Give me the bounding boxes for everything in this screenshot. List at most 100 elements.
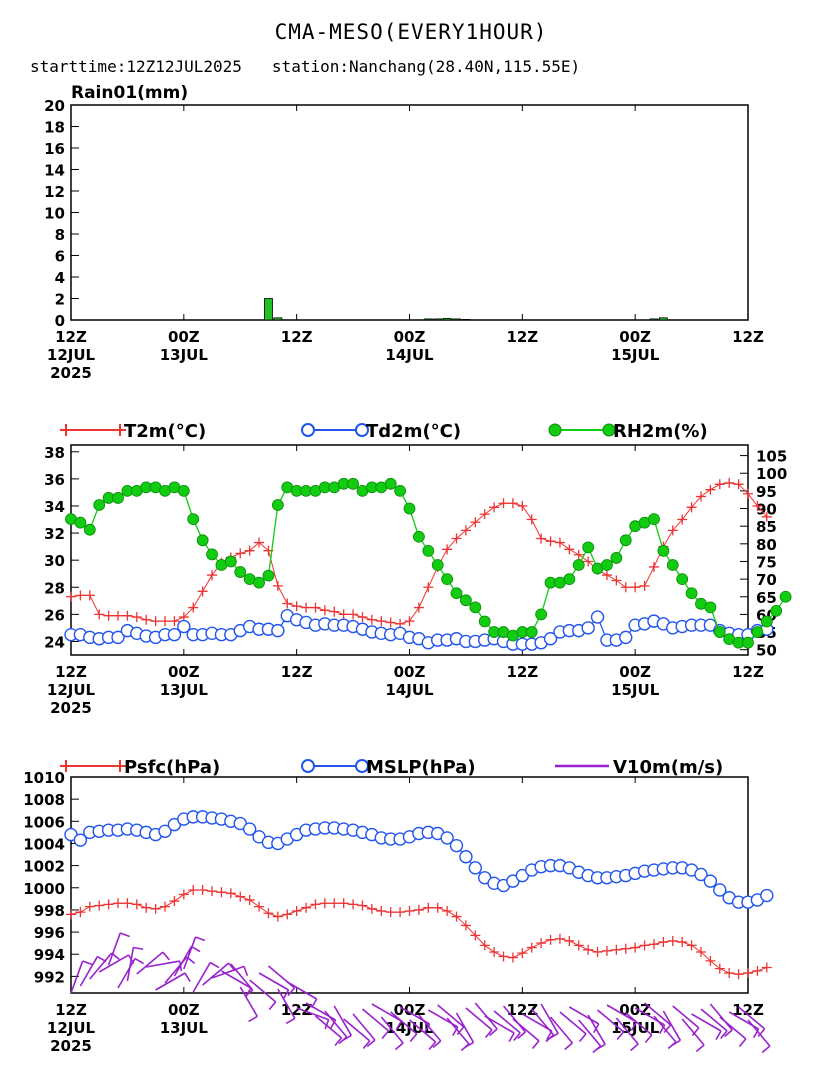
rh2m-point xyxy=(619,534,632,547)
t2m-point xyxy=(319,605,330,616)
psfc-point xyxy=(272,911,283,922)
t2m-point xyxy=(207,570,218,581)
wind-barb xyxy=(719,1016,747,1040)
temp-ytick-right-label: 105 xyxy=(756,448,787,466)
rh2m-point xyxy=(187,513,200,526)
wind-barb xyxy=(681,1018,705,1046)
temp-year-label: 2025 xyxy=(50,699,92,717)
pres-ytick-label: 998 xyxy=(34,902,65,920)
wind-barb xyxy=(352,1013,376,1041)
pres-ytick-label: 1006 xyxy=(23,813,65,831)
psfc-point xyxy=(526,942,537,953)
wind-barb xyxy=(700,1008,728,1032)
wind-barb-flag xyxy=(195,936,206,942)
wind-barb xyxy=(239,986,258,1017)
wind-barb xyxy=(249,979,277,1003)
rh2m-legend-marker xyxy=(602,423,616,437)
wind-barb-flag xyxy=(691,1027,700,1037)
temp-xtick-label: 12Z xyxy=(281,663,313,681)
wind-barb-flag xyxy=(464,1041,474,1049)
t2m-point xyxy=(188,602,199,613)
rain-date-label: 14JUL xyxy=(385,346,434,364)
temp-ytick-right-label: 100 xyxy=(756,465,787,483)
rain-ytick-label: 2 xyxy=(55,291,65,309)
wind-barb-flag xyxy=(324,1019,330,1030)
rain-ytick-label: 8 xyxy=(55,226,65,244)
pres-year-label: 2025 xyxy=(50,1037,92,1055)
wind-barb-flag xyxy=(428,1041,437,1051)
rain-ytick-label: 0 xyxy=(55,312,65,330)
psfc-point xyxy=(395,907,406,918)
psfc-point xyxy=(611,944,622,955)
pres-ytick-label: 1010 xyxy=(23,769,65,787)
rain-bar xyxy=(658,317,668,321)
t2m-point xyxy=(752,500,763,511)
station-label: station:Nanchang(28.40N,115.55E) xyxy=(271,57,581,76)
t2m-point xyxy=(282,598,293,609)
psfc-point xyxy=(479,940,490,951)
temp-ytick-label: 26 xyxy=(44,606,65,624)
wind-barb xyxy=(549,1016,574,1044)
rh2m-point xyxy=(563,573,576,586)
wind-barb xyxy=(296,1007,329,1021)
psfc-point xyxy=(169,896,180,907)
mslp-legend-marker xyxy=(355,759,369,773)
temp-date-label: 13JUL xyxy=(160,681,209,699)
rh2m-point xyxy=(525,626,538,638)
psfc-point xyxy=(460,920,471,931)
psfc-point xyxy=(743,968,753,979)
wind-barb xyxy=(192,962,211,993)
psfc-point xyxy=(160,901,171,912)
t2m-point xyxy=(573,549,584,560)
temp-date-label: 12JUL xyxy=(47,681,96,699)
rh2m-point xyxy=(394,484,406,497)
t2m-point xyxy=(554,537,565,548)
temp-ytick-label: 30 xyxy=(44,552,65,570)
rain-xtick-label: 00Z xyxy=(168,328,200,346)
rh2m-point xyxy=(262,569,275,582)
psfc-point xyxy=(366,903,377,914)
t2m-point xyxy=(470,517,481,528)
mslp-legend-label: MSLP(hPa) xyxy=(366,757,476,778)
psfc-point xyxy=(733,969,744,980)
wind-barb xyxy=(371,1003,402,1022)
rh2m-point xyxy=(760,615,773,628)
pres-ytick-label: 994 xyxy=(34,946,65,964)
psfc-point xyxy=(282,909,293,920)
rh2m-point xyxy=(469,601,482,614)
psfc-point xyxy=(686,940,697,951)
psfc-point xyxy=(329,898,340,909)
mslp-point xyxy=(242,822,257,836)
psfc-point xyxy=(291,906,302,917)
rain-xtick-label: 12Z xyxy=(506,328,538,346)
psfc-point xyxy=(225,888,236,899)
t2m-point xyxy=(695,491,706,502)
wind-barb xyxy=(709,1003,733,1031)
rh2m-point xyxy=(206,548,218,561)
psfc-point xyxy=(470,930,481,941)
psfc-point xyxy=(564,935,575,946)
psfc-point xyxy=(498,951,509,962)
t2m-point xyxy=(507,498,518,509)
wind-barb xyxy=(324,1010,348,1038)
rain-bar xyxy=(423,318,433,321)
t2m-point xyxy=(479,509,490,520)
mslp-point xyxy=(703,874,718,888)
psfc-point xyxy=(216,887,227,898)
pres-xtick-label: 00Z xyxy=(168,1001,200,1019)
temp-ytick-right-label: 80 xyxy=(756,536,777,554)
wind-barb-flag xyxy=(578,1033,587,1043)
psfc-point xyxy=(122,898,133,909)
wind-barb-flag xyxy=(395,1020,403,1031)
temp-ytick-right-label: 90 xyxy=(756,501,777,519)
psfc-point xyxy=(639,940,650,951)
rain-bar xyxy=(452,318,461,321)
rh2m-point xyxy=(770,604,783,617)
td2m-point xyxy=(543,632,558,646)
wind-barb-flag xyxy=(394,1042,404,1051)
psfc-point xyxy=(554,933,565,944)
psfc-point xyxy=(94,900,105,911)
t2m-point xyxy=(442,544,453,555)
temp-ytick-label: 36 xyxy=(44,471,65,489)
t2m-point xyxy=(667,525,678,536)
